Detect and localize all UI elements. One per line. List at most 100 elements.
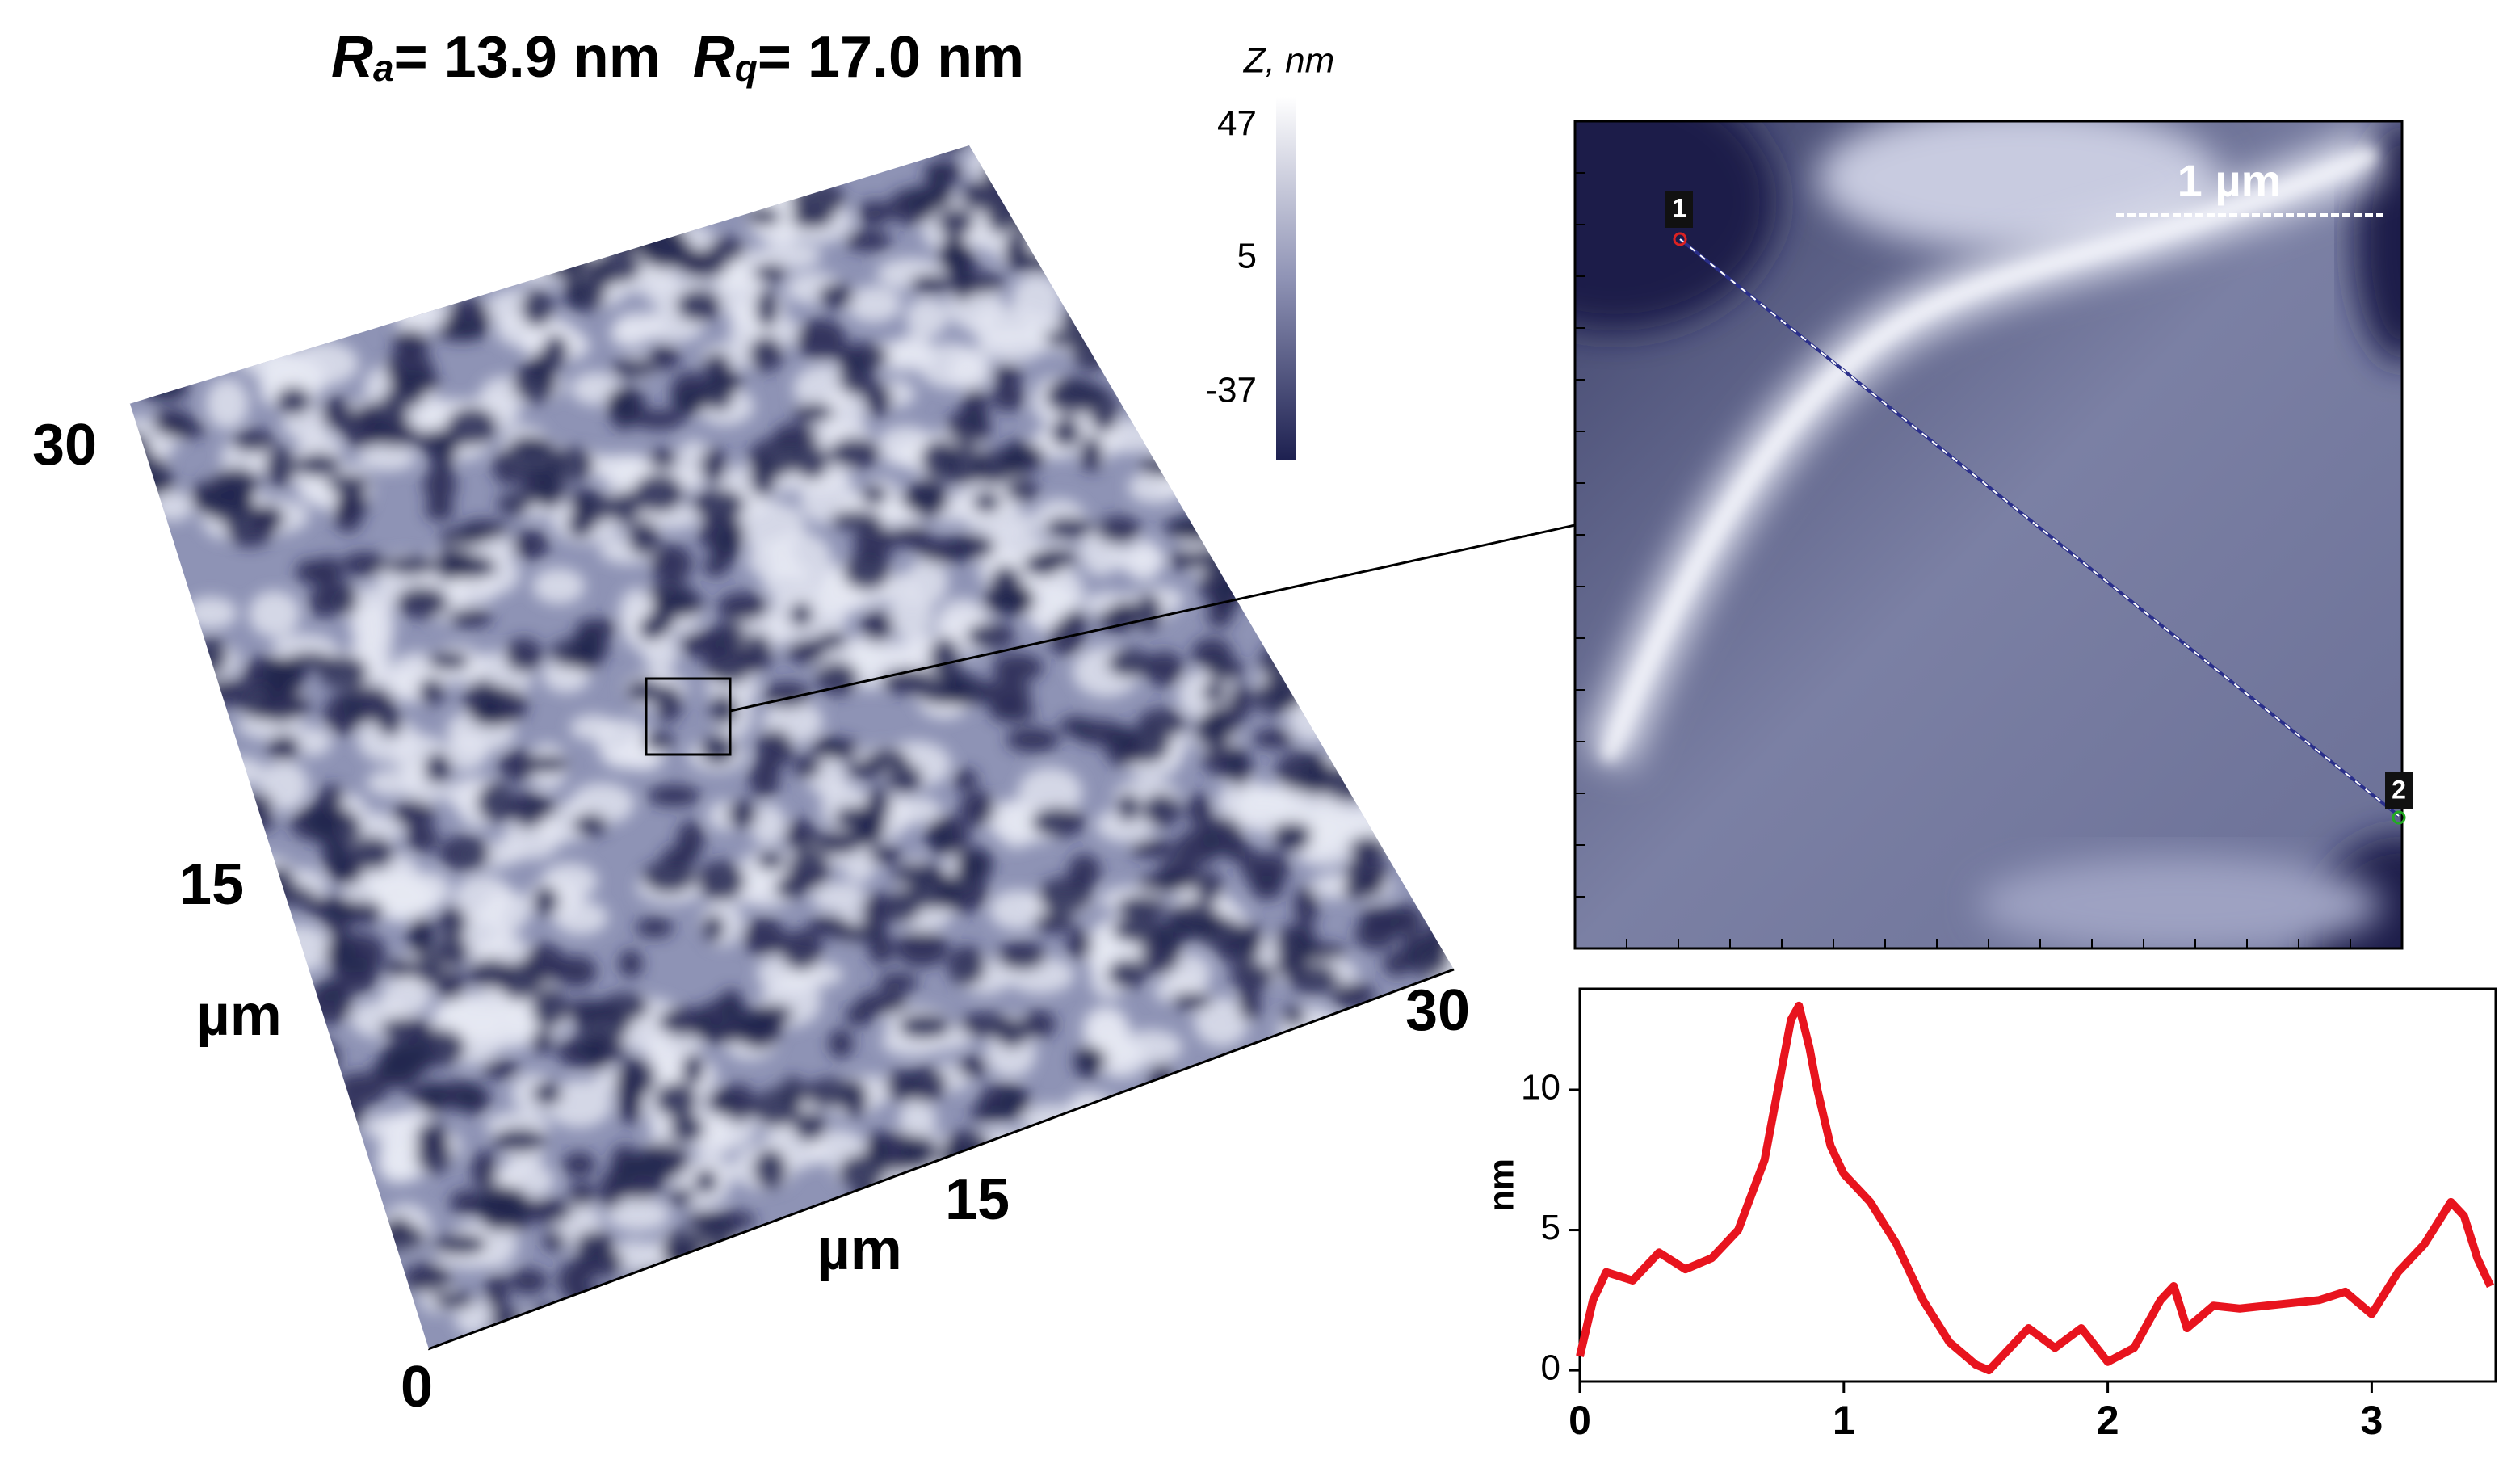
highlight (569, 714, 618, 742)
pit (1293, 885, 1318, 927)
pit (1202, 681, 1226, 704)
pit (990, 383, 1026, 412)
pit (635, 917, 674, 938)
pit (393, 328, 430, 357)
symbol: R (331, 25, 373, 90)
pit (627, 519, 661, 557)
pit (956, 852, 992, 885)
pit (892, 861, 946, 887)
pit (240, 685, 280, 720)
subscript: a (373, 47, 394, 89)
colorbar-tick: 5 (1237, 237, 1257, 276)
pit (960, 180, 1012, 212)
pit (972, 491, 1002, 513)
pit (321, 396, 353, 431)
pit (564, 999, 610, 1023)
pit (938, 235, 969, 275)
highlight (205, 378, 250, 430)
pit (828, 437, 882, 469)
highlight (1169, 1077, 1233, 1116)
pit (1275, 924, 1307, 966)
pit (722, 1083, 756, 1123)
pit (405, 823, 439, 853)
pit (650, 544, 693, 584)
pit (895, 931, 950, 967)
pit (749, 335, 783, 372)
pit (739, 1019, 779, 1050)
x-tick-label: 3 (2360, 1398, 2383, 1443)
highlight (886, 595, 934, 639)
pit (1038, 877, 1093, 915)
pit (704, 642, 755, 684)
pit (1223, 841, 1254, 863)
highlight (898, 1098, 937, 1143)
marker-box (1665, 191, 1693, 228)
pit (1170, 515, 1224, 542)
highlight (609, 319, 648, 347)
roughness-title: Ra= 13.9 nm Rq= 17.0 nm (331, 25, 1024, 90)
pit (531, 1028, 555, 1054)
pit (386, 1217, 411, 1238)
pit (1267, 668, 1308, 709)
pit (493, 448, 523, 486)
pit (997, 941, 1047, 971)
pit (608, 490, 641, 525)
pit (887, 188, 937, 225)
pit (927, 145, 969, 152)
pit (477, 781, 516, 823)
pit (1359, 906, 1405, 930)
pit (318, 654, 368, 690)
pit (544, 252, 582, 279)
highlight (215, 756, 265, 786)
highlight (258, 760, 309, 811)
pit (794, 444, 830, 481)
pit (1201, 705, 1240, 741)
pit (1129, 839, 1178, 859)
pit (1149, 1062, 1174, 1104)
pit (1089, 391, 1119, 433)
pit (746, 207, 781, 226)
pit (929, 637, 960, 679)
pit (909, 274, 951, 295)
pit (742, 917, 786, 957)
pit (822, 738, 859, 760)
pit (586, 1034, 611, 1073)
pit (1116, 793, 1140, 822)
pit (325, 847, 358, 884)
pit (391, 800, 436, 827)
pit (566, 511, 595, 539)
highlight (383, 879, 425, 918)
pit (1033, 911, 1075, 934)
surface-3d (129, 145, 1454, 1349)
pit (1205, 657, 1245, 682)
pit (835, 342, 889, 371)
pit (784, 818, 817, 852)
pit (789, 602, 813, 628)
highlight (905, 297, 948, 338)
pit (756, 851, 785, 871)
colorbar-tick: 47 (1217, 104, 1257, 144)
pit (264, 446, 297, 487)
highlight (356, 715, 419, 763)
pit (867, 845, 903, 864)
pit (326, 473, 371, 494)
pit (643, 731, 675, 751)
pit (280, 885, 316, 907)
subscript: q (735, 47, 758, 89)
pit (647, 784, 701, 807)
pit (446, 407, 498, 446)
colorbar-label: Z, nm (1243, 41, 1334, 81)
pit (296, 1038, 341, 1078)
pit (787, 639, 827, 664)
pit (322, 903, 354, 936)
pit (983, 155, 1038, 188)
pit (898, 1013, 951, 1040)
pit (485, 1273, 510, 1310)
pit (606, 386, 647, 420)
pit (402, 1263, 452, 1293)
pit (995, 1018, 1030, 1049)
pit (991, 364, 1023, 387)
axis-tick: 30 (32, 413, 97, 477)
pit (753, 1148, 788, 1190)
